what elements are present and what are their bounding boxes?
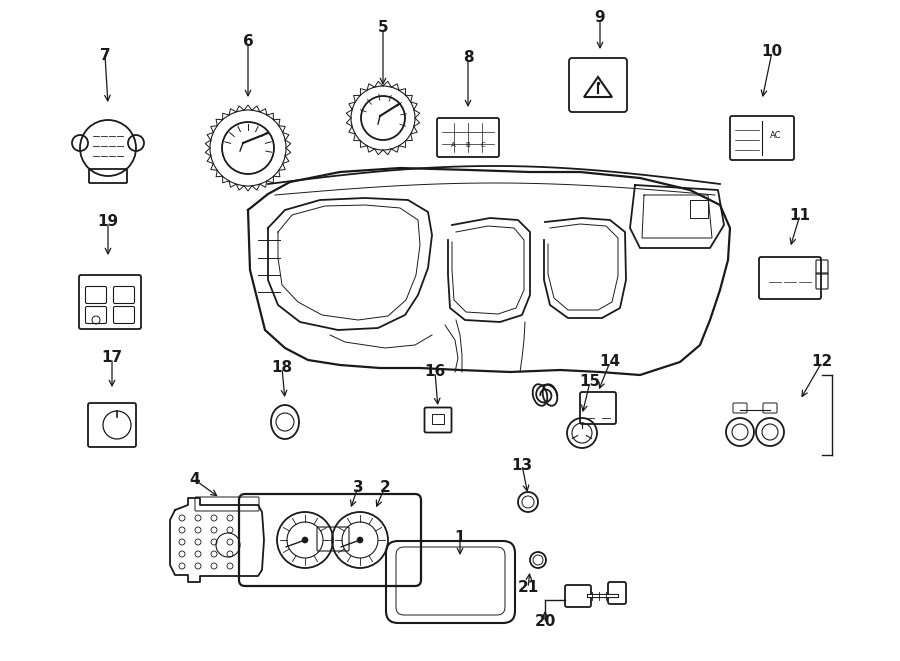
Text: 19: 19 — [97, 215, 119, 229]
Text: 9: 9 — [595, 11, 606, 26]
Text: 7: 7 — [100, 48, 111, 63]
Text: A: A — [451, 142, 455, 148]
Text: 16: 16 — [425, 364, 446, 379]
Text: 2: 2 — [380, 479, 391, 494]
Text: 11: 11 — [789, 208, 811, 223]
Text: C: C — [481, 142, 485, 148]
Text: 21: 21 — [518, 580, 538, 596]
Text: 3: 3 — [353, 479, 364, 494]
Text: 10: 10 — [761, 44, 783, 59]
Text: 8: 8 — [463, 50, 473, 65]
Text: 17: 17 — [102, 350, 122, 366]
Text: B: B — [465, 142, 471, 148]
Text: 13: 13 — [511, 457, 533, 473]
Circle shape — [302, 537, 308, 543]
Text: 1: 1 — [454, 531, 465, 545]
Circle shape — [357, 537, 363, 543]
Text: 12: 12 — [812, 354, 833, 369]
Text: AC: AC — [770, 132, 782, 141]
Text: 20: 20 — [535, 615, 555, 629]
Text: 4: 4 — [190, 473, 201, 488]
Text: 18: 18 — [272, 360, 292, 375]
Text: 14: 14 — [599, 354, 621, 369]
Text: 5: 5 — [378, 20, 388, 36]
Text: 15: 15 — [580, 375, 600, 389]
Text: 6: 6 — [243, 34, 254, 50]
